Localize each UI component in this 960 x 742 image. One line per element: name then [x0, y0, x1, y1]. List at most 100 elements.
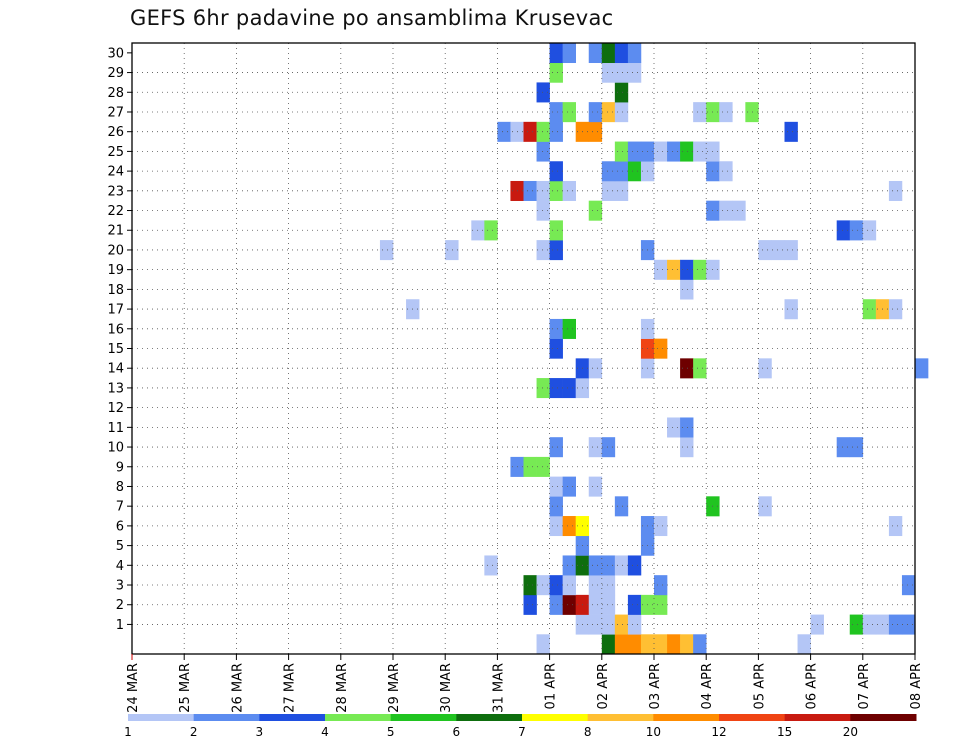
heatmap-cell: [784, 240, 798, 261]
heatmap-cell: [445, 240, 459, 261]
heatmap-cell: [693, 259, 707, 280]
y-tick-label: 25: [107, 145, 124, 160]
colorbar-swatch: [653, 714, 720, 721]
heatmap-cell: [915, 358, 929, 379]
heatmap-cell: [797, 634, 811, 655]
heatmap-cell: [536, 634, 550, 655]
heatmap-cell: [771, 240, 785, 261]
y-tick-label: 22: [107, 204, 124, 219]
colorbar-swatch: [784, 714, 851, 721]
x-tick-label: 01 APR: [544, 663, 559, 709]
heatmap-cell: [614, 161, 629, 182]
heatmap-cell: [758, 496, 772, 517]
heatmap-cell: [549, 161, 563, 182]
heatmap-cell: [901, 614, 916, 635]
heatmap-cell: [497, 121, 511, 142]
y-tick-label: 20: [107, 243, 124, 258]
heatmap-cell: [601, 43, 616, 64]
heatmap-cell: [901, 575, 916, 596]
y-tick-label: 23: [107, 184, 124, 199]
grid-lines: [132, 43, 915, 654]
y-tick-label: 10: [107, 441, 124, 456]
heatmap-cell: [549, 318, 563, 339]
heatmap-cell: [614, 141, 629, 162]
colorbar-label: 15: [777, 725, 792, 739]
heatmap-cell: [536, 240, 550, 261]
heatmap-cell: [849, 614, 864, 635]
colorbar-label: 12: [711, 725, 726, 739]
heatmap-cell: [588, 358, 603, 379]
heatmap-cell: [536, 575, 550, 596]
heatmap-cell: [654, 516, 668, 537]
y-tick-label: 16: [107, 322, 124, 337]
heatmap-cell: [549, 62, 563, 83]
heatmap-cell: [549, 476, 563, 497]
y-tick-label: 11: [107, 421, 124, 436]
heatmap-cell: [667, 259, 681, 280]
heatmap-cell: [627, 62, 642, 83]
heatmap-cell: [588, 614, 603, 635]
heatmap-cell: [562, 476, 576, 497]
colorbar-label: 6: [453, 725, 461, 739]
heatmap-cell: [549, 102, 563, 123]
heatmap-cell: [549, 496, 563, 517]
x-tick-label: 04 APR: [700, 663, 715, 709]
heatmap-cell: [693, 634, 707, 655]
heatmap-cell: [719, 161, 733, 182]
colorbar-swatch: [456, 714, 523, 721]
heatmap-cell: [836, 437, 851, 458]
heatmap-cell: [614, 62, 629, 83]
x-tick-label: 31 MAR: [491, 663, 506, 713]
heatmap-cell: [562, 555, 576, 576]
y-tick-label: 1: [116, 618, 124, 633]
colorbar-swatch: [719, 714, 786, 721]
colorbar-label: 10: [646, 725, 661, 739]
colorbar-swatch: [128, 714, 195, 721]
heatmap-cell: [601, 614, 616, 635]
heatmap-cell: [784, 121, 798, 142]
colorbar-label: 7: [518, 725, 526, 739]
x-tick-label: 27 MAR: [283, 663, 298, 713]
heatmap-cell: [888, 299, 903, 320]
y-tick-label: 14: [107, 362, 124, 377]
heatmap-cell: [588, 575, 603, 596]
heatmap-cell: [536, 180, 550, 201]
y-tick-label: 4: [116, 559, 124, 574]
heatmap-cell: [758, 358, 772, 379]
heatmap-cell: [732, 200, 746, 221]
heatmap-cell: [680, 279, 694, 300]
x-tick-label: 30 MAR: [439, 663, 454, 713]
heatmap-cell: [588, 43, 603, 64]
heatmap-cell: [549, 180, 563, 201]
heatmap-cell: [654, 338, 668, 359]
heatmap-cell: [484, 555, 498, 576]
heatmap-cell: [562, 516, 576, 537]
y-axis: 1234567891011121314151617181920212223242…: [107, 46, 132, 633]
heatmap-cell: [588, 437, 603, 458]
heatmap-cell: [627, 161, 642, 182]
heatmap-cell: [680, 417, 694, 438]
heatmap-cell: [536, 378, 550, 399]
heatmap-cell: [627, 614, 642, 635]
heatmap-cell: [549, 594, 563, 615]
colorbar-swatch: [587, 714, 654, 721]
heatmap-cell: [484, 220, 498, 241]
heatmap-cell: [862, 220, 877, 241]
colorbar-label: 5: [387, 725, 395, 739]
y-tick-label: 28: [107, 86, 124, 101]
x-tick-label: 29 MAR: [387, 663, 402, 713]
colorbar-label: 8: [584, 725, 592, 739]
heatmap-cell: [588, 555, 603, 576]
heatmap-cell: [536, 121, 550, 142]
heatmap-cells: [379, 43, 929, 655]
heatmap-cell: [680, 141, 694, 162]
heatmap-cell: [601, 102, 616, 123]
colorbar-label: 3: [256, 725, 264, 739]
heatmap-cell: [549, 220, 563, 241]
heatmap-cell: [680, 437, 694, 458]
heatmap-cell: [601, 634, 616, 655]
heatmap-cell: [536, 456, 550, 477]
colorbar-swatch: [390, 714, 457, 721]
x-tick-label: 06 APR: [805, 663, 820, 709]
